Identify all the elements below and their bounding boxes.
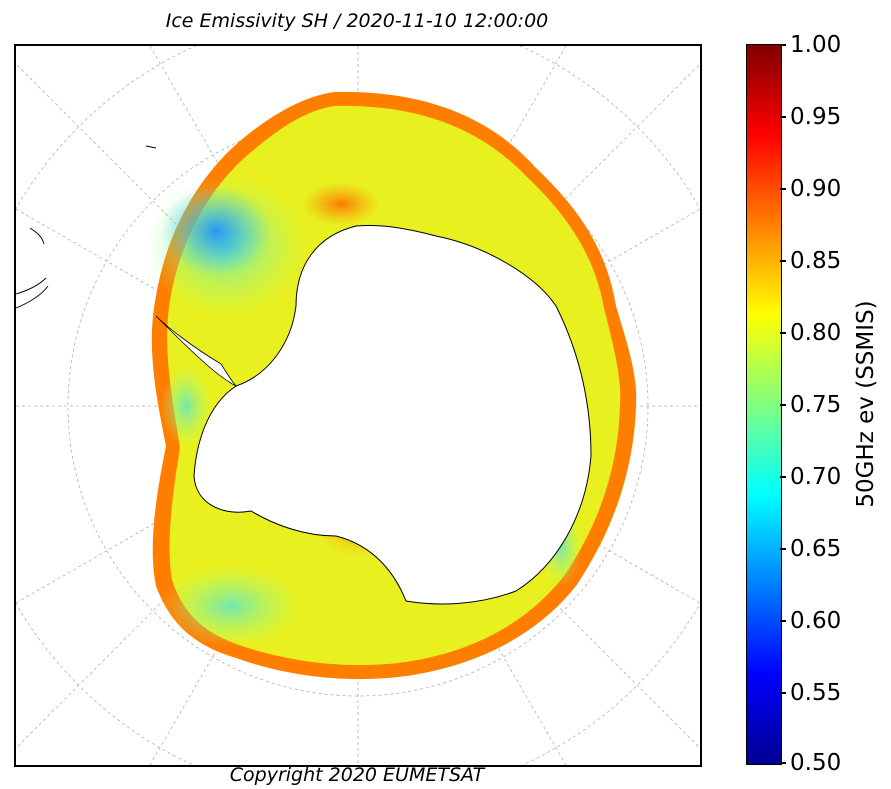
colorbar-tick-label: 0.70 [790,464,842,490]
colorbar-tick-label: 0.80 [790,320,842,346]
antarctic-peninsula [155,315,237,387]
colorbar-tick-label: 0.55 [790,680,842,706]
sea-ice-map [14,44,702,767]
colorbar-tick [780,260,786,262]
colorbar-tick-label: 0.50 [790,750,842,776]
colorbar [746,44,782,765]
colorbar-tick [780,692,786,694]
colorbar-tick [780,404,786,406]
colorbar-tick-label: 0.65 [790,536,842,562]
colorbar-tick [780,116,786,118]
colorbar-label: 50GHz ev (SSMIS) [853,300,879,508]
antarctica-landmass [193,225,592,605]
south-america-coastline [16,145,157,309]
copyright-notice: Copyright 2020 EUMETSAT [229,764,485,786]
colorbar-tick [780,332,786,334]
colorbar-tick-label: 0.95 [790,104,842,130]
colorbar-tick [780,476,786,478]
colorbar-tick [780,620,786,622]
colorbar-tick [780,44,786,46]
colorbar-tick [780,188,786,190]
colorbar-tick-label: 1.00 [790,32,842,58]
colorbar-tick-label: 0.85 [790,248,842,274]
colorbar-tick-label: 0.75 [790,392,842,418]
colorbar-tick [780,762,786,764]
map-title: Ice Emissivity SH / 2020-11-10 12:00:00 [165,10,549,32]
colorbar-tick-label: 0.90 [790,176,842,202]
colorbar-tick [780,548,786,550]
colorbar-tick-label: 0.60 [790,608,842,634]
